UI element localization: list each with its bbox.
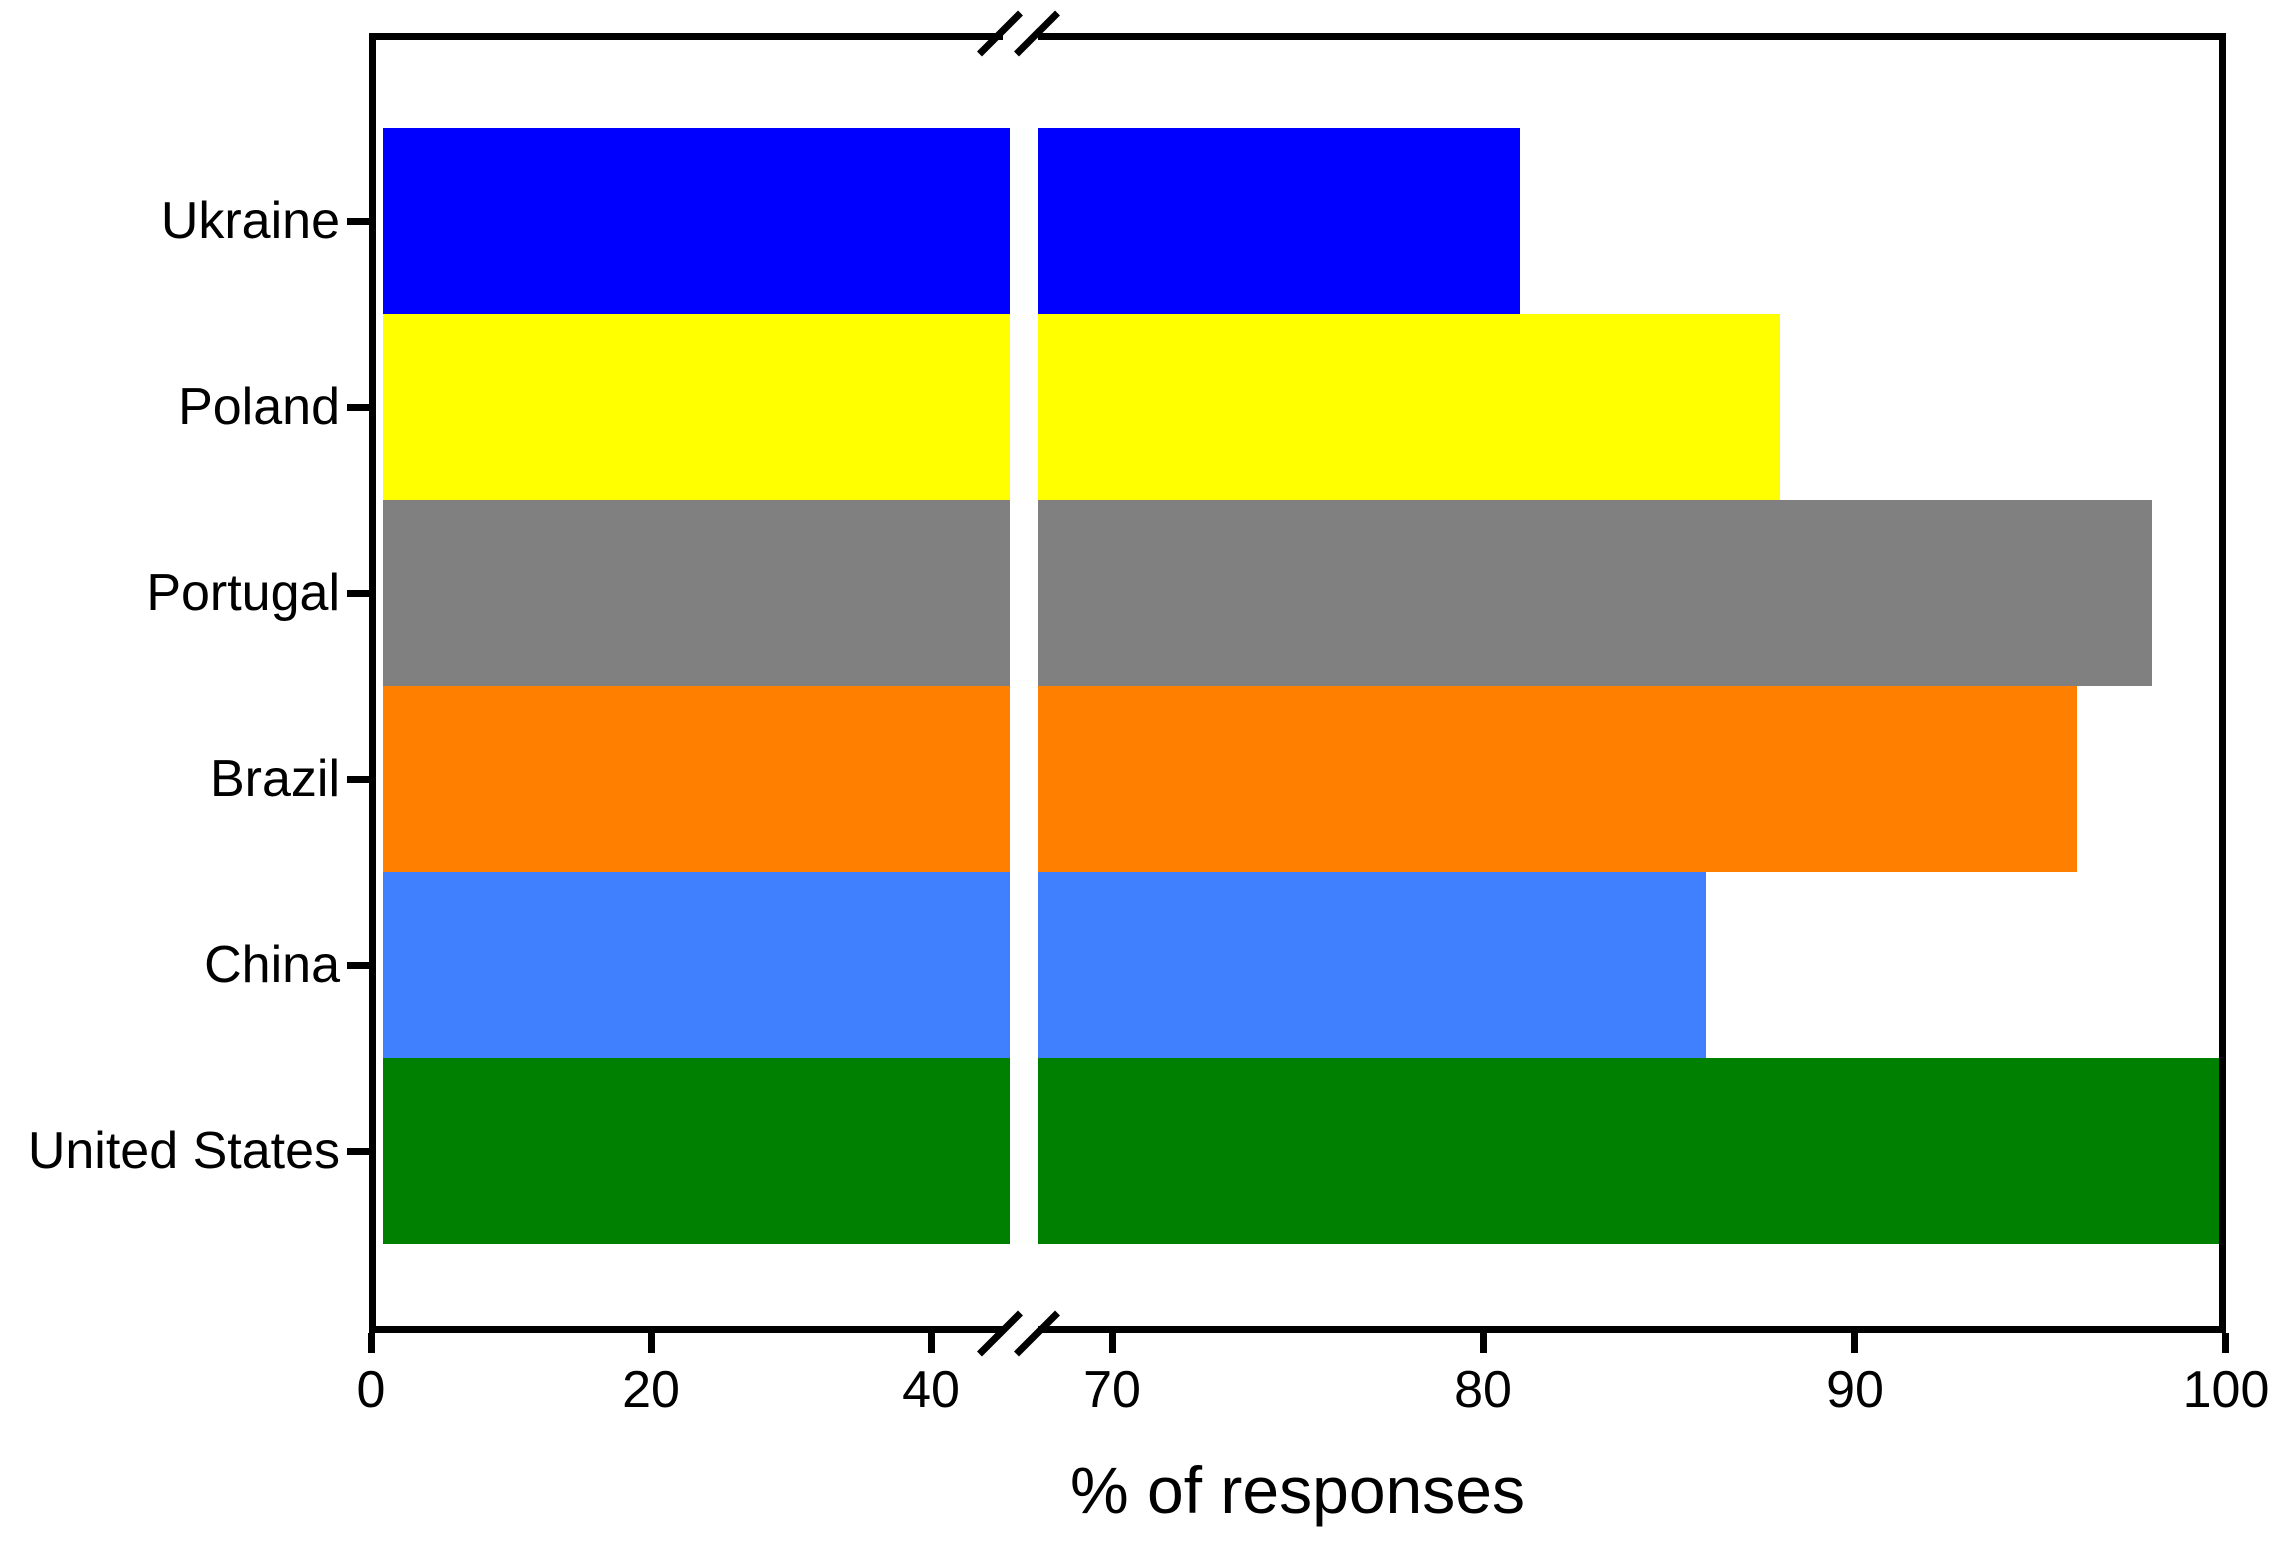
plot-panel-right	[1038, 33, 2226, 1333]
y-tick-china	[347, 962, 369, 969]
x-tick-90	[1851, 1333, 1858, 1353]
y-axis-label-portugal: Portugal	[146, 564, 340, 622]
plot-panel-left	[369, 33, 1010, 1333]
x-tick-0	[368, 1333, 375, 1353]
bar-ukraine-right-segment	[1038, 128, 1520, 314]
bar-china-right-segment	[1038, 872, 1706, 1058]
x-tick-label-70: 70	[1083, 1361, 1141, 1419]
bar-ukraine-left-segment	[383, 128, 1010, 314]
y-tick-portugal	[347, 590, 369, 597]
y-axis-label-china: China	[204, 936, 340, 994]
x-tick-label-80: 80	[1454, 1361, 1512, 1419]
x-tick-label-20: 20	[622, 1361, 680, 1419]
x-tick-20	[648, 1333, 655, 1353]
y-tick-ukraine	[347, 218, 369, 225]
x-tick-label-100: 100	[2182, 1361, 2270, 1419]
y-axis-label-brazil: Brazil	[209, 750, 340, 808]
bar-united-states-left-segment	[383, 1058, 1010, 1244]
x-tick-label-90: 90	[1826, 1361, 1884, 1419]
x-tick-80	[1480, 1333, 1487, 1353]
y-axis-label-united-states: United States	[27, 1122, 340, 1180]
x-tick-label-0: 0	[356, 1361, 386, 1419]
y-axis-label-ukraine: Ukraine	[160, 192, 340, 250]
y-tick-poland	[347, 404, 369, 411]
bar-poland-left-segment	[383, 314, 1010, 500]
bar-portugal-left-segment	[383, 500, 1010, 686]
x-tick-label-40: 40	[902, 1361, 960, 1419]
x-tick-40	[928, 1333, 935, 1353]
bar-portugal-right-segment	[1038, 500, 2152, 686]
bar-united-states-right-segment	[1038, 1058, 2219, 1244]
x-axis-title: % of responses	[1070, 1453, 1525, 1527]
y-tick-brazil	[347, 776, 369, 783]
bar-china-left-segment	[383, 872, 1010, 1058]
y-axis-label-poland: Poland	[178, 378, 340, 436]
x-tick-100	[2222, 1333, 2229, 1353]
y-tick-united-states	[347, 1148, 369, 1155]
bar-brazil-right-segment	[1038, 686, 2077, 872]
bar-brazil-left-segment	[383, 686, 1010, 872]
x-tick-70	[1109, 1333, 1116, 1353]
bar-poland-right-segment	[1038, 314, 1780, 500]
